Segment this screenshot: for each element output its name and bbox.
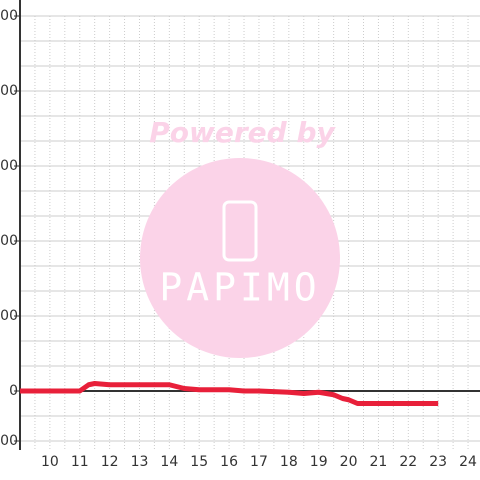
- x-tick-label: 17: [250, 454, 268, 470]
- watermark-phone: [222, 200, 258, 262]
- y-tick-label: 60,000: [0, 233, 18, 249]
- watermark-text: Powered by: [149, 116, 336, 149]
- x-tick-label: 22: [399, 454, 417, 470]
- x-tick-label: 23: [429, 454, 447, 470]
- y-tick-label: 90,000: [0, 158, 18, 174]
- x-tick-label: 16: [220, 454, 238, 470]
- x-tick-label: 21: [370, 454, 388, 470]
- x-tick-label: 13: [131, 454, 149, 470]
- y-tick-label: -20,000: [0, 433, 18, 449]
- y-tick-label: 150,000: [0, 8, 18, 24]
- y-tick-label: 120,000: [0, 83, 18, 99]
- x-tick-label: 15: [190, 454, 208, 470]
- watermark: Powered by PAPIMO: [140, 116, 340, 358]
- x-tick-label: 12: [101, 454, 119, 470]
- x-tick-label: 11: [71, 454, 89, 470]
- series-line: [20, 381, 439, 406]
- watermark-circle: [140, 158, 340, 358]
- x-tick-label: 24: [459, 454, 477, 470]
- y-tick-label: 0: [9, 383, 18, 399]
- x-tick-label: 10: [41, 454, 59, 470]
- watermark-logo: PAPIMO: [159, 266, 320, 310]
- x-tick-label: 19: [310, 454, 328, 470]
- x-tick-label: 18: [280, 454, 298, 470]
- x-tick-label: 14: [160, 454, 178, 470]
- x-tick-label: 20: [340, 454, 358, 470]
- y-tick-label: 30,000: [0, 308, 18, 324]
